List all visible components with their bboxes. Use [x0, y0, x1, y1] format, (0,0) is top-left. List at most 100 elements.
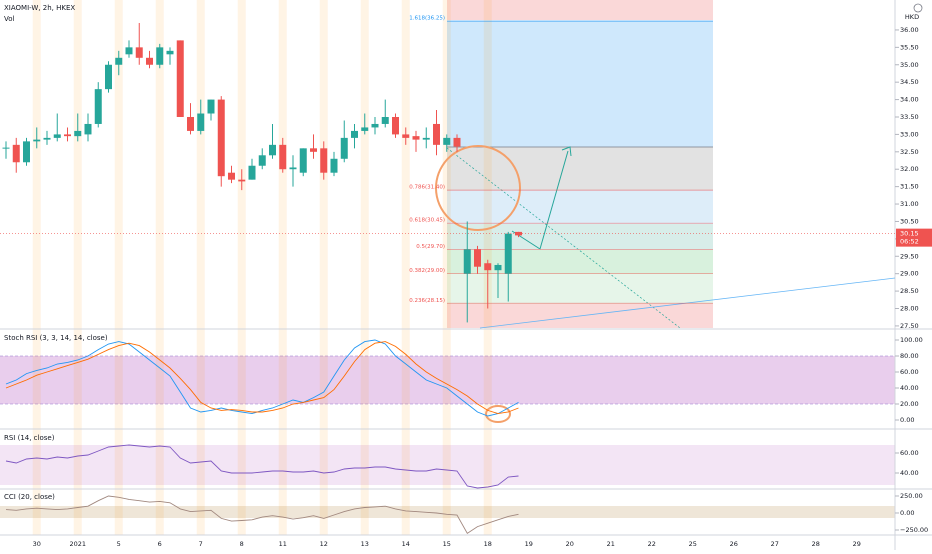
candle-body — [43, 137, 51, 140]
candle-body — [361, 127, 369, 131]
candle-body — [156, 47, 164, 65]
candle-body — [453, 137, 461, 147]
candle-body — [74, 130, 82, 137]
rsi-band — [0, 445, 895, 485]
y-tick-label: 27.50 — [900, 322, 919, 330]
y-tick-label: 40.00 — [900, 469, 919, 477]
candle-body — [258, 155, 266, 166]
highlight-ellipse — [435, 145, 521, 231]
candle-body — [217, 99, 225, 177]
fib-zone — [447, 250, 713, 274]
candle-body — [238, 179, 246, 182]
candle-body — [371, 123, 379, 128]
candle-body — [176, 40, 184, 117]
candle-body — [320, 148, 328, 173]
x-tick-label: 8 — [240, 540, 244, 548]
volume-label: Vol — [4, 15, 15, 23]
session-stripe — [32, 0, 41, 535]
pane-title: CCI (20, close) — [4, 493, 55, 501]
y-tick-label: 29.50 — [900, 252, 919, 260]
candle-body — [463, 249, 471, 274]
candle-body — [105, 64, 112, 90]
candle-body — [402, 134, 410, 138]
x-tick-label: 27 — [771, 540, 779, 548]
indicator-line — [5, 339, 519, 417]
stoch-band — [0, 356, 895, 404]
x-tick-label: 6 — [158, 540, 162, 548]
candle-body — [330, 158, 338, 173]
candle-body — [504, 233, 512, 274]
fib-label: 1.618(36.25) — [409, 16, 445, 22]
x-tick-label: 11 — [279, 540, 287, 548]
candle-body — [443, 137, 451, 145]
y-tick-label: 33.00 — [900, 130, 919, 138]
candle-body — [197, 113, 205, 131]
fib-zone — [447, 20, 713, 147]
candle-body — [433, 123, 440, 145]
fib-zone — [447, 190, 713, 224]
session-stripe — [237, 0, 246, 535]
currency: HKD — [905, 13, 919, 21]
session-stripe — [155, 0, 164, 535]
candle-body — [53, 134, 61, 138]
x-tick-label: 14 — [402, 540, 410, 548]
fib-label: 0.382(29.00) — [409, 268, 445, 274]
y-tick-label: −250.00 — [900, 526, 928, 534]
candle-body — [289, 167, 297, 170]
candle-body — [33, 139, 41, 142]
indicator-line — [5, 341, 519, 415]
x-tick-label: 26 — [730, 540, 738, 548]
candle-body — [135, 47, 143, 58]
fib-label: 0.236(28.15) — [409, 298, 445, 304]
candle-body — [23, 141, 30, 163]
indicator-line — [5, 495, 519, 535]
fib-label: 0.786(31.40) — [409, 185, 445, 191]
y-tick-label: 36.00 — [900, 26, 919, 34]
session-stripe — [442, 0, 451, 535]
last-price-label: 30.15 — [900, 230, 919, 238]
y-tick-label: 29.00 — [900, 270, 919, 278]
x-tick-label: 5 — [117, 540, 121, 548]
y-tick-label: 0.00 — [900, 509, 914, 517]
candle-body — [207, 99, 215, 114]
y-tick-label: 28.00 — [900, 305, 919, 313]
candle-body — [146, 57, 153, 65]
fib-zone — [447, 147, 713, 190]
y-tick-label: 80.00 — [900, 352, 919, 360]
candle-body — [166, 50, 174, 55]
candle-body — [279, 144, 287, 170]
candle-body — [310, 148, 317, 152]
candle-body — [474, 249, 481, 267]
x-tick-label: 21 — [607, 540, 615, 548]
indicator-line — [5, 444, 519, 489]
candle-body — [12, 144, 20, 163]
session-stripe — [73, 0, 82, 535]
y-tick-label: 35.00 — [900, 61, 919, 69]
y-tick-label: 60.00 — [900, 449, 919, 457]
chart-title: XIAOMI-W, 2h, HKEX — [4, 4, 75, 12]
candle-body — [2, 147, 10, 149]
trend-line — [446, 147, 681, 329]
candle-body — [64, 134, 71, 137]
candle-body — [422, 137, 430, 140]
y-tick-label: 31.50 — [900, 183, 919, 191]
y-tick-label: 250.00 — [900, 492, 923, 500]
y-tick-label: 33.50 — [900, 113, 919, 121]
candle-body — [115, 57, 123, 65]
candle-body — [515, 231, 522, 236]
y-tick-label: 34.00 — [900, 96, 919, 104]
settings-icon[interactable] — [913, 3, 923, 13]
candle-body — [340, 137, 348, 159]
session-stripe — [196, 0, 205, 535]
session-stripe — [401, 0, 410, 535]
pane-title: RSI (14, close) — [4, 434, 55, 442]
x-tick-label: 18 — [484, 540, 492, 548]
y-tick-label: 40.00 — [900, 384, 919, 392]
x-tick-label: 7 — [199, 540, 203, 548]
x-tick-label: 13 — [361, 540, 369, 548]
session-stripe — [114, 0, 123, 535]
y-tick-label: 31.00 — [900, 200, 919, 208]
session-stripe — [360, 0, 369, 535]
y-tick-label: 35.50 — [900, 43, 919, 51]
